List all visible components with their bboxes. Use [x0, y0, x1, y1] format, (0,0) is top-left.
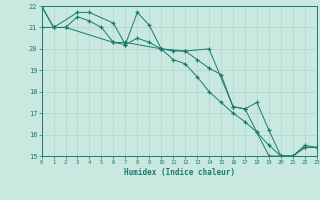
X-axis label: Humidex (Indice chaleur): Humidex (Indice chaleur) — [124, 168, 235, 177]
